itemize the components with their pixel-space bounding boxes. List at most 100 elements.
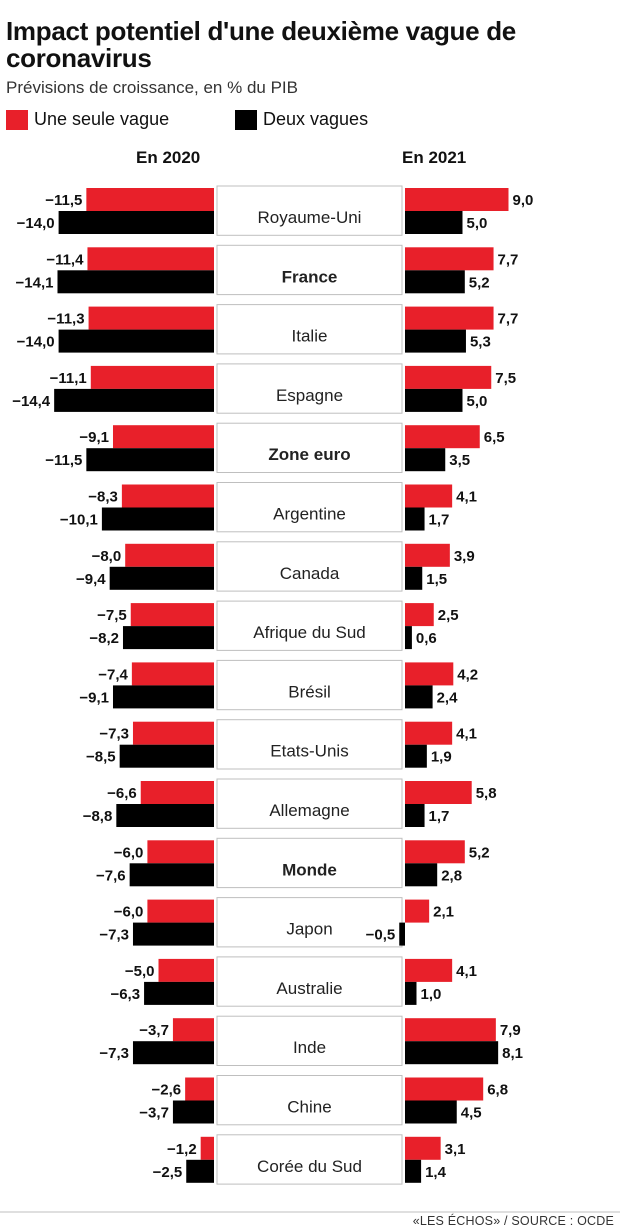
value-label-2021-one-wave-allemagne: 5,8 <box>476 785 497 802</box>
bar-2021-one-wave-argentine <box>405 484 453 508</box>
value-label-2020-one-wave-japon: −6,0 <box>114 904 144 921</box>
value-label-2020-one-wave-inde: −3,7 <box>139 1022 169 1039</box>
value-label-2021-two-waves-france: 5,2 <box>469 274 490 291</box>
country-box-italie <box>216 304 403 355</box>
value-label-2020-two-waves-bresil: −9,1 <box>79 689 109 706</box>
bar-2021-two-waves-afrique-du-sud <box>405 626 412 650</box>
bar-2021-one-wave-royaume-uni <box>405 188 509 211</box>
country-label-argentine: Argentine <box>273 505 346 524</box>
bar-2020-one-wave-canada <box>125 543 214 567</box>
country-label-etats-unis: Etats-Unis <box>270 742 348 761</box>
bar-2021-one-wave-japon <box>405 899 430 923</box>
value-label-2021-one-wave-italie: 7,7 <box>498 311 519 328</box>
bar-2020-two-waves-france <box>57 270 214 294</box>
bar-2021-two-waves-etats-unis <box>405 744 427 768</box>
value-label-2021-two-waves-espagne: 5,0 <box>467 393 488 410</box>
value-label-2021-one-wave-royaume-uni: 9,0 <box>513 192 534 209</box>
value-label-2021-one-wave-afrique-du-sud: 2,5 <box>438 607 459 624</box>
bar-2021-one-wave-allemagne <box>405 781 472 804</box>
value-label-2021-two-waves-coree-du-sud: 1,4 <box>425 1164 447 1181</box>
value-label-2021-two-waves-royaume-uni: 5,0 <box>467 215 488 232</box>
value-label-2020-one-wave-allemagne: −6,6 <box>107 785 137 802</box>
country-box-coree-du-sud <box>216 1134 403 1185</box>
value-label-2020-one-wave-bresil: −7,4 <box>98 666 128 683</box>
country-label-italie: Italie <box>292 327 328 346</box>
bar-2020-one-wave-argentine <box>121 484 214 508</box>
bar-2021-two-waves-canada <box>405 566 423 590</box>
bar-2021-one-wave-france <box>405 247 494 271</box>
country-label-zone-euro: Zone euro <box>268 445 350 464</box>
bar-2020-one-wave-coree-du-sud <box>200 1136 214 1160</box>
bar-2021-two-waves-monde <box>405 863 438 887</box>
value-label-2021-two-waves-australie: 1,0 <box>421 986 442 1003</box>
bar-2020-two-waves-inde <box>132 1041 214 1065</box>
country-box-etats-unis <box>216 719 403 770</box>
country-label-japon: Japon <box>286 920 332 939</box>
bar-2021-one-wave-zone-euro <box>405 425 480 449</box>
value-label-2021-one-wave-australie: 4,1 <box>456 963 477 980</box>
value-label-2020-two-waves-argentine: −10,1 <box>60 512 98 529</box>
value-label-2021-one-wave-france: 7,7 <box>498 251 519 268</box>
bar-2020-two-waves-australie <box>144 981 214 1005</box>
country-label-inde: Inde <box>293 1038 326 1057</box>
value-label-2020-two-waves-italie: −14,0 <box>17 334 55 351</box>
value-label-2021-two-waves-afrique-du-sud: 0,6 <box>416 630 437 647</box>
country-box-royaume-uni <box>216 185 403 236</box>
bar-2020-one-wave-france <box>87 247 214 271</box>
bar-2020-two-waves-bresil <box>112 685 214 709</box>
value-label-2020-one-wave-chine: −2,6 <box>152 1082 182 1099</box>
country-box-inde <box>216 1015 403 1067</box>
panel-heading-2021: En 2021 <box>402 148 467 167</box>
legend-swatch-one-wave <box>6 110 28 130</box>
value-label-2020-two-waves-inde: −7,3 <box>99 1045 129 1062</box>
bar-2020-two-waves-coree-du-sud <box>186 1159 214 1183</box>
country-box-australie <box>216 956 403 1007</box>
value-label-2020-two-waves-chine: −3,7 <box>139 1105 169 1122</box>
country-label-australie: Australie <box>276 979 342 998</box>
bar-2021-two-waves-australie <box>405 981 417 1005</box>
bar-2021-one-wave-bresil <box>405 662 454 686</box>
value-label-2020-one-wave-france: −11,4 <box>46 251 84 268</box>
bar-2021-two-waves-coree-du-sud <box>405 1159 422 1183</box>
country-box-monde <box>216 837 403 889</box>
legend-swatch-two-waves <box>235 110 257 130</box>
bar-2020-two-waves-canada <box>109 566 214 590</box>
country-box-argentine <box>216 482 403 533</box>
country-box-chine <box>216 1075 403 1126</box>
country-label-canada: Canada <box>280 564 340 583</box>
country-box-espagne <box>216 363 403 414</box>
value-label-2020-two-waves-etats-unis: −8,5 <box>86 749 116 766</box>
source-credit: «LES ÉCHOS» / SOURCE : OCDE <box>412 1214 614 1228</box>
country-box-bresil <box>216 659 403 711</box>
bar-2020-one-wave-inde <box>172 1018 214 1042</box>
country-label-allemagne: Allemagne <box>269 801 349 820</box>
value-label-2020-one-wave-italie: −11,3 <box>47 311 84 328</box>
bar-2020-one-wave-espagne <box>90 365 214 389</box>
value-label-2020-one-wave-australie: −5,0 <box>125 963 155 980</box>
value-label-2020-one-wave-coree-du-sud: −1,2 <box>167 1141 197 1158</box>
bar-2021-one-wave-inde <box>405 1018 496 1042</box>
country-label-bresil: Brésil <box>288 682 331 701</box>
chart-title: Impact potentiel d'une deuxième vague de… <box>6 16 516 73</box>
value-label-2020-one-wave-etats-unis: −7,3 <box>99 726 129 743</box>
bar-2021-two-waves-royaume-uni <box>405 211 463 234</box>
value-label-2021-one-wave-canada: 3,9 <box>454 548 475 565</box>
bar-2021-one-wave-chine <box>405 1077 484 1101</box>
bar-2021-two-waves-argentine <box>405 507 425 531</box>
bar-2021-one-wave-monde <box>405 840 465 864</box>
country-label-france: France <box>282 267 338 286</box>
value-label-2021-two-waves-canada: 1,5 <box>426 571 447 588</box>
country-label-afrique-du-sud: Afrique du Sud <box>253 623 365 642</box>
value-label-2021-one-wave-monde: 5,2 <box>469 844 490 861</box>
bar-2020-one-wave-royaume-uni <box>86 188 214 211</box>
bar-2020-two-waves-espagne <box>54 388 214 412</box>
bar-2020-one-wave-australie <box>158 958 214 982</box>
value-label-2021-two-waves-monde: 2,8 <box>441 867 462 884</box>
value-label-2021-two-waves-zone-euro: 3,5 <box>449 452 470 469</box>
value-label-2021-one-wave-chine: 6,8 <box>487 1082 508 1099</box>
country-box-japon <box>216 897 403 948</box>
bar-2020-one-wave-allemagne <box>140 781 214 804</box>
chart-subtitle: Prévisions de croissance, en % du PIB <box>6 78 298 97</box>
value-label-2021-one-wave-coree-du-sud: 3,1 <box>445 1141 466 1158</box>
bar-2020-one-wave-zone-euro <box>112 425 214 449</box>
